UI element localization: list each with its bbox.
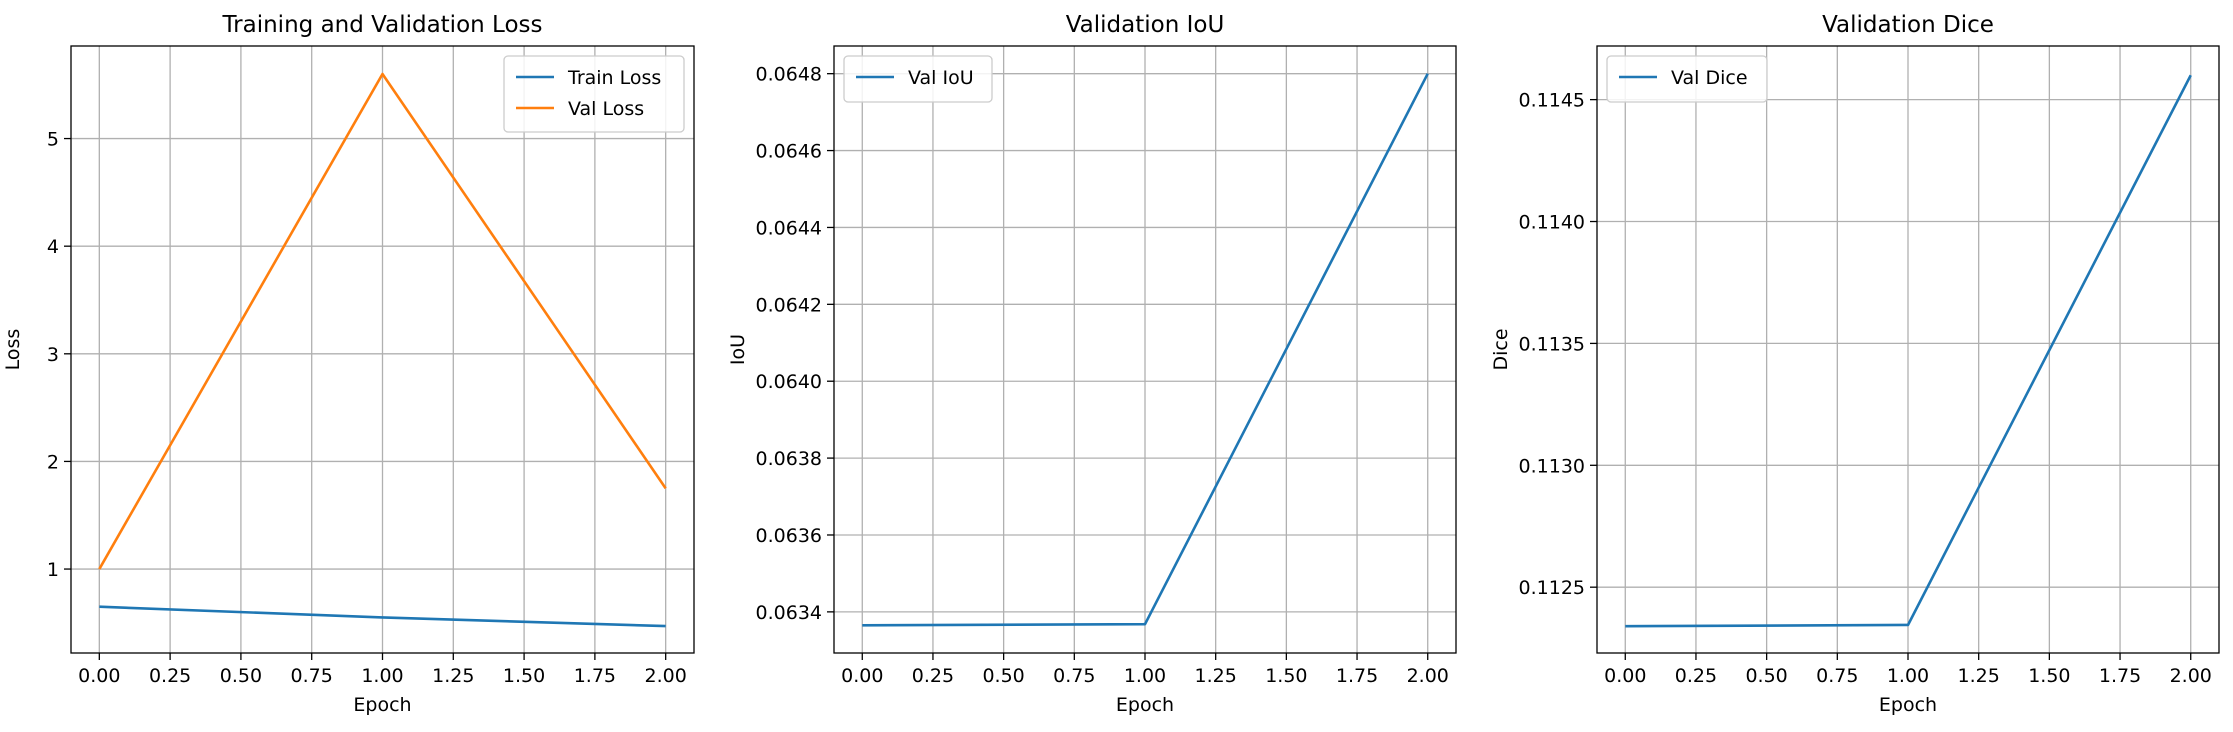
x-tick-label: 1.75 [2099, 665, 2141, 687]
x-tick-label: 1.00 [361, 665, 403, 687]
y-tick-label: 0.0646 [756, 141, 822, 163]
chart-panel-1: 0.00 0.25 0.50 0.75 1.00 1.25 1.50 1.75 2.00 1 2 3 4… [2, 12, 695, 716]
y-tick-label: 0.0634 [756, 602, 822, 624]
y-tick-label: 0.0636 [756, 525, 822, 547]
y-axis-label: Loss [2, 329, 24, 371]
y-tick-label: 0.0640 [756, 371, 822, 393]
x-axis-label: Epoch [1879, 694, 1937, 716]
series-line [1625, 74, 2192, 628]
x-tick-label: 1.50 [503, 665, 545, 687]
legend-box [1606, 55, 1768, 103]
x-tick-label: 1.25 [1958, 665, 2000, 687]
y-tick-label: 2 [47, 451, 59, 473]
x-tick-label: 0.50 [1745, 665, 1787, 687]
chart-panel-3: 0.00 0.25 0.50 0.75 1.00 1.25 1.50 1.75 2.00 0.11… [1490, 12, 2220, 716]
x-tick-label: 1.25 [1195, 665, 1237, 687]
chart-title: Training and Validation Loss [222, 12, 543, 38]
x-tick-label: 0.75 [1816, 665, 1858, 687]
x-tick-label: 0.25 [149, 665, 191, 687]
x-tick-label: 1.75 [574, 665, 616, 687]
x-tick-label: 0.50 [982, 665, 1024, 687]
y-axis-label: Dice [1490, 328, 1512, 370]
y-tick-label: 5 [47, 129, 59, 151]
legend-label: Val Loss [568, 98, 644, 120]
legend-label: Train Loss [567, 67, 661, 89]
legend-label: Val Dice [1671, 67, 1748, 89]
y-axis-label: IoU [727, 334, 749, 365]
legend-box [843, 55, 993, 103]
x-tick-label: 1.25 [432, 665, 474, 687]
x-tick-label: 2.00 [1407, 665, 1449, 687]
chart-panel-2: 0.00 0.25 0.50 0.75 1.00 1.25 1.50 1.75 2.00 0.06… [727, 12, 1457, 716]
x-tick-label: 0.75 [291, 665, 333, 687]
y-tick-label: 0.0644 [756, 217, 822, 239]
y-tick-label: 4 [47, 236, 59, 258]
y-tick-label: 3 [47, 344, 59, 366]
y-tick-label: 0.0642 [756, 294, 822, 316]
x-tick-label: 1.50 [1265, 665, 1307, 687]
y-tick-label: 0.1125 [1519, 577, 1585, 599]
y-tick-label: 0.1135 [1519, 333, 1585, 355]
x-tick-label: 2.00 [2170, 665, 2212, 687]
x-tick-label: 0.00 [1604, 665, 1646, 687]
y-tick-label: 1 [47, 559, 59, 581]
x-tick-label: 1.00 [1887, 665, 1929, 687]
x-tick-label: 0.50 [220, 665, 262, 687]
y-tick-label: 0.1145 [1519, 90, 1585, 112]
x-axis-label: Epoch [353, 694, 411, 716]
x-tick-label: 0.25 [912, 665, 954, 687]
x-tick-label: 1.50 [2028, 665, 2070, 687]
y-tick-label: 0.0638 [756, 448, 822, 470]
x-tick-label: 1.00 [1124, 665, 1166, 687]
x-tick-label: 0.25 [1675, 665, 1717, 687]
legend: Val IoU [843, 55, 993, 103]
x-tick-label: 0.75 [1053, 665, 1095, 687]
x-tick-label: 1.75 [1336, 665, 1378, 687]
series-line [99, 605, 666, 628]
legend-box [503, 55, 685, 133]
x-tick-label: 2.00 [645, 665, 687, 687]
x-tick-label: 0.00 [78, 665, 120, 687]
legend-label: Val IoU [908, 67, 974, 89]
legend: Val Dice [1606, 55, 1768, 103]
y-tick-label: 0.1130 [1519, 455, 1585, 477]
chart-title: Validation Dice [1822, 12, 1994, 38]
chart-title: Validation IoU [1066, 12, 1225, 38]
x-tick-label: 0.00 [841, 665, 883, 687]
y-tick-label: 0.0648 [756, 64, 822, 86]
legend: Train Loss Val Loss [503, 55, 685, 133]
series-line [98, 72, 667, 570]
x-axis-label: Epoch [1116, 694, 1174, 716]
y-tick-label: 0.1140 [1519, 212, 1585, 234]
series-line [862, 73, 1429, 627]
